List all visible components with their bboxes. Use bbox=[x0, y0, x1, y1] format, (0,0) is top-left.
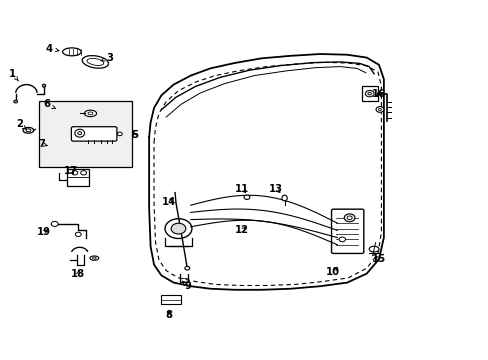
Ellipse shape bbox=[42, 84, 45, 87]
FancyBboxPatch shape bbox=[71, 127, 117, 141]
Text: 16: 16 bbox=[371, 89, 385, 99]
Ellipse shape bbox=[93, 257, 96, 259]
Text: 14: 14 bbox=[161, 197, 176, 207]
Ellipse shape bbox=[346, 216, 351, 220]
Text: 19: 19 bbox=[37, 227, 51, 237]
Bar bbox=[66, 169, 89, 186]
Ellipse shape bbox=[75, 232, 81, 237]
Ellipse shape bbox=[84, 110, 96, 117]
Text: 2: 2 bbox=[16, 119, 26, 129]
Text: 10: 10 bbox=[325, 267, 339, 277]
Ellipse shape bbox=[81, 171, 86, 175]
Ellipse shape bbox=[244, 195, 249, 199]
Text: 5: 5 bbox=[131, 130, 138, 140]
Ellipse shape bbox=[90, 256, 99, 260]
Ellipse shape bbox=[339, 237, 345, 242]
Ellipse shape bbox=[171, 223, 185, 234]
Ellipse shape bbox=[165, 219, 192, 238]
Text: 6: 6 bbox=[43, 99, 56, 109]
Text: 1: 1 bbox=[9, 69, 19, 81]
Ellipse shape bbox=[184, 266, 189, 270]
Ellipse shape bbox=[51, 221, 58, 226]
Text: 7: 7 bbox=[38, 139, 48, 149]
Ellipse shape bbox=[117, 132, 122, 136]
Ellipse shape bbox=[344, 214, 354, 222]
Ellipse shape bbox=[367, 93, 371, 95]
Bar bbox=[39, 101, 132, 167]
Ellipse shape bbox=[26, 129, 31, 132]
Text: 4: 4 bbox=[45, 44, 59, 54]
FancyBboxPatch shape bbox=[331, 209, 363, 253]
Ellipse shape bbox=[365, 90, 373, 97]
Ellipse shape bbox=[368, 246, 378, 252]
Ellipse shape bbox=[14, 100, 18, 103]
Bar bbox=[361, 86, 377, 101]
Text: 12: 12 bbox=[235, 225, 248, 235]
Text: 17: 17 bbox=[64, 166, 78, 176]
Text: 8: 8 bbox=[165, 310, 172, 320]
Ellipse shape bbox=[78, 131, 81, 135]
Ellipse shape bbox=[82, 56, 108, 68]
Ellipse shape bbox=[62, 48, 81, 56]
Text: 9: 9 bbox=[182, 281, 191, 291]
Ellipse shape bbox=[72, 171, 78, 175]
Ellipse shape bbox=[281, 195, 287, 201]
Text: 15: 15 bbox=[371, 254, 385, 264]
Ellipse shape bbox=[23, 127, 34, 133]
Ellipse shape bbox=[378, 108, 381, 111]
Text: 13: 13 bbox=[269, 184, 283, 194]
Bar bbox=[161, 295, 181, 304]
Ellipse shape bbox=[75, 129, 84, 137]
Ellipse shape bbox=[87, 58, 103, 66]
Text: 18: 18 bbox=[71, 269, 85, 279]
Text: 3: 3 bbox=[101, 53, 113, 63]
Text: 11: 11 bbox=[234, 184, 249, 194]
Ellipse shape bbox=[375, 107, 383, 112]
Ellipse shape bbox=[88, 112, 93, 115]
